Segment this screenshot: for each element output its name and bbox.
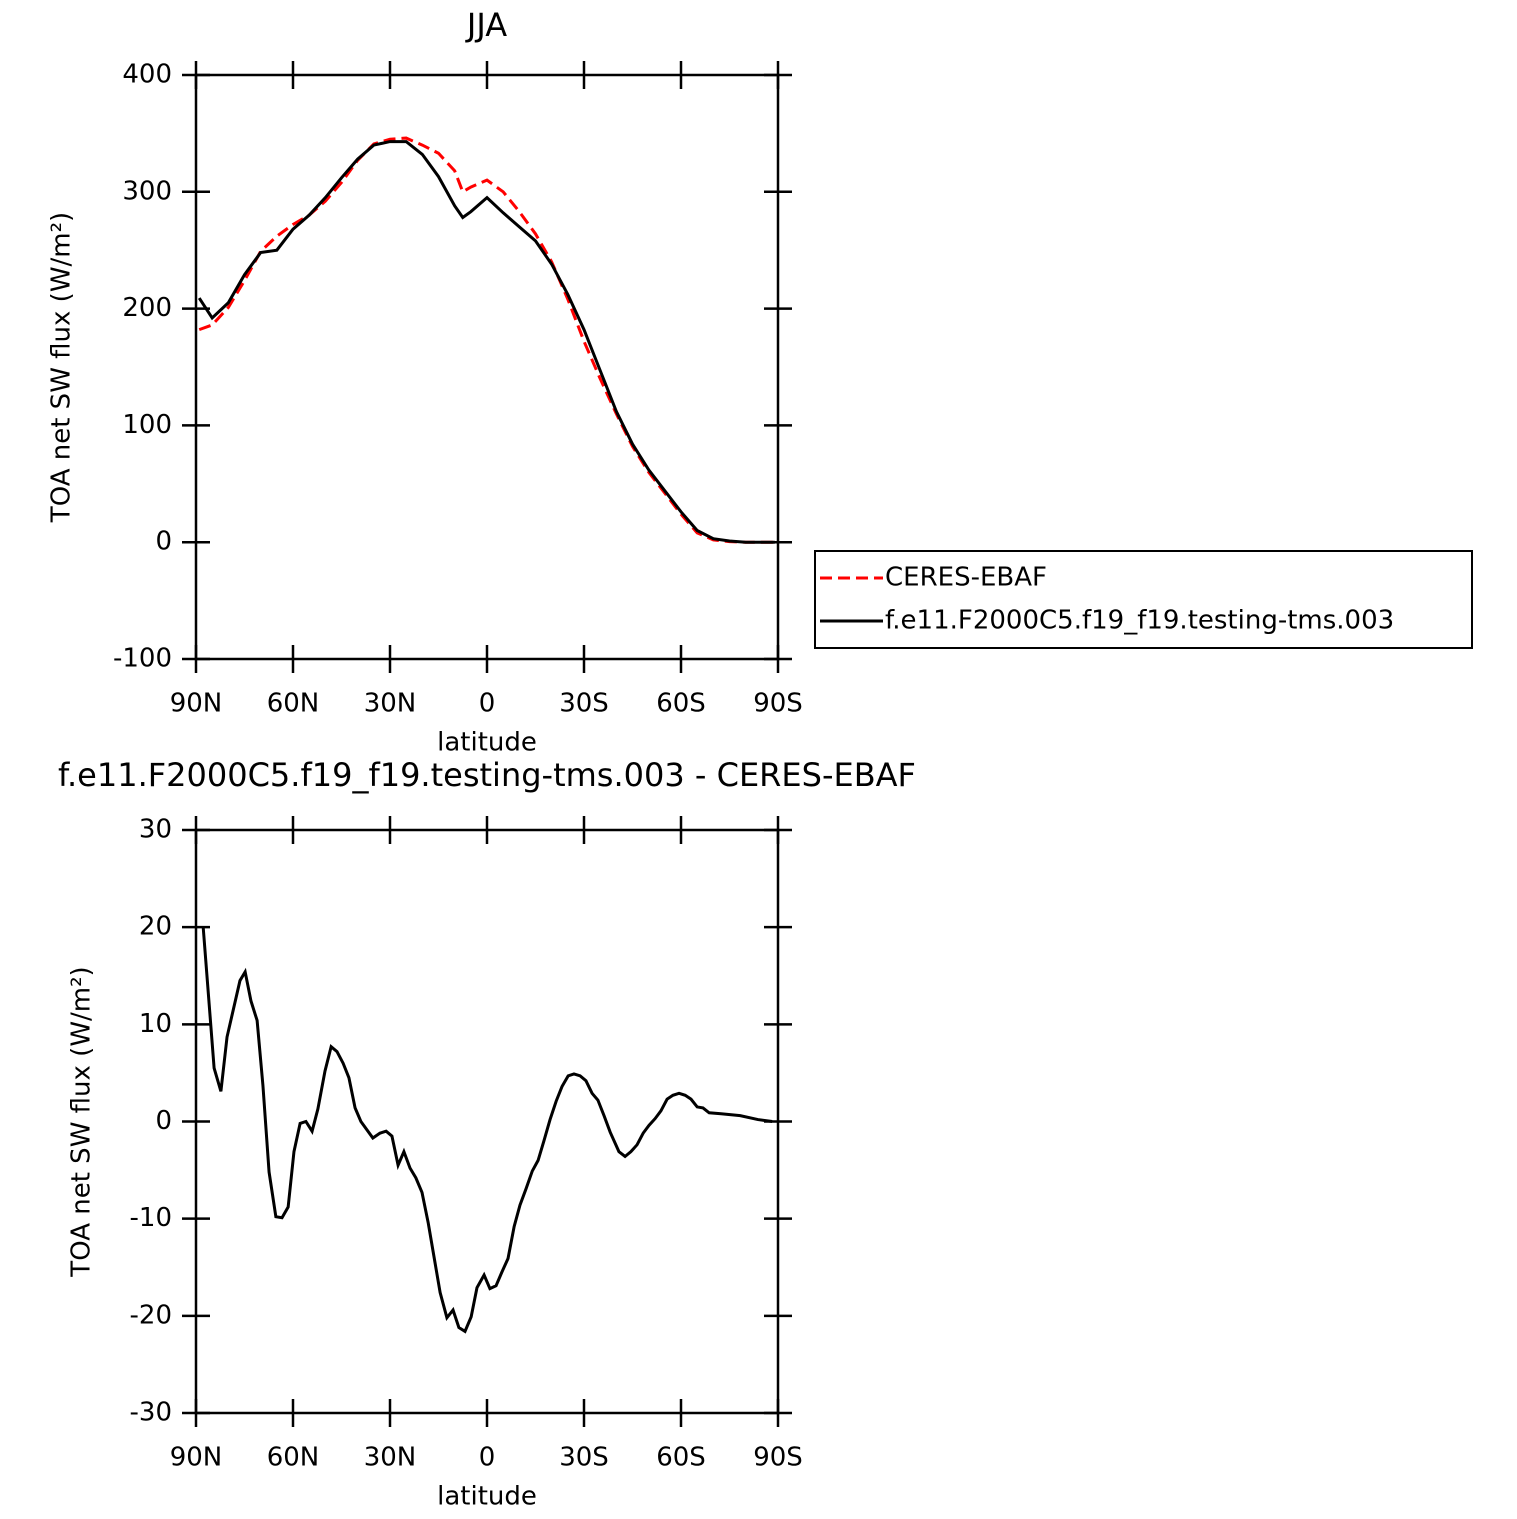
x-tick-label: 60N (267, 1443, 320, 1473)
x-axis-label: latitude (437, 1482, 537, 1512)
x-tick-label: 90N (170, 1443, 223, 1473)
y-tick-label: 100 (122, 410, 172, 440)
legend-box (814, 550, 1473, 649)
series-line (197, 140, 775, 544)
x-tick-label: 0 (479, 1443, 496, 1473)
x-tick-label: 30S (559, 1443, 609, 1473)
y-tick-label: 0 (155, 527, 172, 557)
chart-title: JJA (465, 6, 507, 44)
legend-label: f.e11.F2000C5.f19_f19.testing-tms.003 (885, 606, 1394, 636)
y-tick-label: 400 (122, 60, 172, 90)
y-tick-label: -30 (130, 1398, 172, 1428)
x-tick-label: 30N (364, 689, 417, 719)
plot-frame (194, 828, 780, 1415)
y-axis-label: TOA net SW flux (W/m²) (67, 966, 97, 1277)
series-line (198, 136, 775, 544)
legend-label: CERES-EBAF (885, 563, 1047, 593)
plot-frame (194, 73, 780, 661)
y-tick-label: 30 (139, 815, 172, 845)
x-axis-label: latitude (437, 728, 537, 758)
y-tick-label: -20 (130, 1300, 172, 1330)
x-tick-label: 60N (267, 689, 320, 719)
y-tick-label: -10 (130, 1203, 172, 1233)
y-axis-label: TOA net SW flux (W/m²) (47, 212, 77, 523)
x-tick-label: 90S (753, 689, 803, 719)
y-tick-label: 20 (139, 912, 172, 942)
x-tick-label: 60S (656, 1443, 706, 1473)
series-line (201, 926, 773, 1334)
y-tick-label: 0 (155, 1106, 172, 1136)
x-tick-label: 90S (753, 1443, 803, 1473)
y-tick-label: 10 (139, 1009, 172, 1039)
x-tick-label: 60S (656, 689, 706, 719)
y-tick-label: 300 (122, 176, 172, 206)
x-tick-label: 0 (479, 689, 496, 719)
x-tick-label: 90N (170, 689, 223, 719)
x-tick-label: 30S (559, 689, 609, 719)
y-tick-label: 200 (122, 293, 172, 323)
chart-title: f.e11.F2000C5.f19_f19.testing-tms.003 - … (58, 756, 916, 794)
x-tick-label: 30N (364, 1443, 417, 1473)
y-tick-label: -100 (113, 644, 172, 674)
